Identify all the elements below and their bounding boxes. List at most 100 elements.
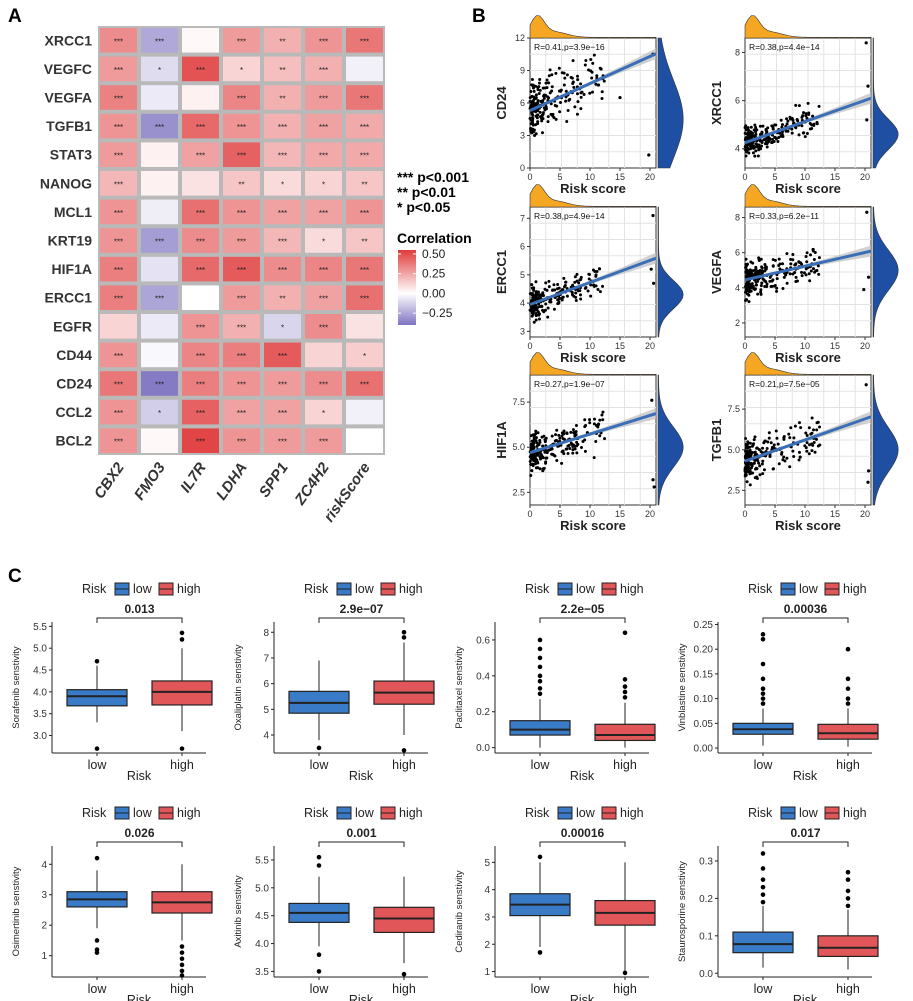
significance-bracket xyxy=(318,617,405,623)
heatmap-cell xyxy=(305,285,342,310)
heatmap-cell xyxy=(141,256,178,282)
scatter-point xyxy=(865,118,869,122)
heatmap-cell-stars: *** xyxy=(319,323,328,332)
scatter-point xyxy=(755,272,759,276)
legend-label-high: high xyxy=(620,582,644,596)
scatter-point xyxy=(534,314,538,318)
y-tick-label: 2 xyxy=(41,921,47,932)
scatter-point xyxy=(574,298,578,302)
scatter-point xyxy=(864,383,868,387)
heatmap-cell-stars: *** xyxy=(114,438,123,447)
scatter-point xyxy=(804,114,808,118)
heatmap-cell xyxy=(346,371,383,396)
heatmap-cell-stars: *** xyxy=(196,66,205,75)
scatter-point xyxy=(571,59,575,63)
scatter-point xyxy=(543,440,547,444)
heatmap-cell-stars: *** xyxy=(114,409,123,418)
scatter-point xyxy=(537,313,541,317)
heatmap-cell-stars: *** xyxy=(114,66,123,75)
heatmap-row-label: ERCC1 xyxy=(45,290,93,306)
scatter-point xyxy=(754,142,758,146)
scatter-point xyxy=(572,85,576,89)
scatter-point xyxy=(777,257,781,261)
heatmap-cell-stars: *** xyxy=(278,238,287,247)
y-tick-label: 0.4 xyxy=(476,671,490,682)
legend-label-low: low xyxy=(133,806,153,820)
scatter-point xyxy=(747,272,751,276)
heatmap-cell-stars: *** xyxy=(278,209,287,218)
scatter-point xyxy=(807,113,811,117)
y-tick-label: 1 xyxy=(484,967,490,978)
scatter-point xyxy=(571,80,575,84)
x-axis-label: Risk xyxy=(349,769,374,783)
heatmap-cell xyxy=(100,399,137,425)
scatter-point xyxy=(529,474,533,478)
scatter-point xyxy=(652,281,656,285)
scatter-point xyxy=(867,469,871,473)
x-tick-label: 0 xyxy=(527,341,532,351)
scatter-point xyxy=(780,133,784,137)
scatter-point xyxy=(537,443,541,447)
outlier-point xyxy=(537,950,543,955)
heatmap-cell xyxy=(264,228,301,253)
y-tick-label: 1 xyxy=(41,951,47,962)
scatter-point xyxy=(529,117,533,121)
scatter-point xyxy=(575,451,579,455)
scatter-point xyxy=(815,421,819,425)
y-tick-label: 5 xyxy=(263,705,269,716)
scatter-point xyxy=(785,281,789,285)
scatter-point xyxy=(595,74,599,78)
scatter-point xyxy=(813,251,817,255)
heatmap-cell xyxy=(223,142,260,167)
heatmap-cell-stars: * xyxy=(281,323,284,332)
scatter-point xyxy=(743,126,747,130)
scatter-point xyxy=(534,466,538,470)
heatmap-cell-stars: *** xyxy=(155,381,164,390)
outlier-point xyxy=(622,689,628,695)
scatter-point xyxy=(562,83,566,87)
heatmap-cell xyxy=(100,171,137,196)
heatmap-cell-stars: *** xyxy=(114,238,123,247)
scatter-point xyxy=(603,437,607,441)
outlier-point xyxy=(760,637,766,642)
y-axis-label: Axitinib senstivity xyxy=(233,875,244,948)
scatter-point xyxy=(744,437,748,441)
scatter-point xyxy=(748,483,752,487)
x-axis-label: Risk xyxy=(570,993,595,1001)
scatter-point xyxy=(810,416,814,420)
colorbar xyxy=(398,250,416,325)
scatter-point xyxy=(547,279,551,283)
outlier-point xyxy=(179,637,185,642)
scatter-point xyxy=(552,307,556,311)
scatter-point xyxy=(867,275,871,279)
scatter-point xyxy=(537,92,541,96)
heatmap-cell-stars: *** xyxy=(196,123,205,132)
heatmap-cell xyxy=(141,113,178,139)
scatter-point xyxy=(770,445,774,449)
scatter-point xyxy=(808,122,812,126)
outlier-point xyxy=(760,696,766,701)
scatter-point xyxy=(813,450,817,454)
outlier-point xyxy=(760,661,766,667)
heatmap-cell xyxy=(305,113,342,139)
scatter-point xyxy=(546,120,550,124)
colorbar-tick-label: 0.00 xyxy=(422,286,446,300)
outlier-point xyxy=(316,745,322,751)
x-tick-label-low: low xyxy=(88,982,108,996)
scatter-point xyxy=(572,431,576,435)
scatter-point xyxy=(811,114,815,118)
heatmap-cell xyxy=(305,56,342,82)
y-tick-label: 8 xyxy=(263,628,269,639)
y-tick-label: 0.25 xyxy=(694,620,714,631)
heatmap-cell xyxy=(182,285,219,310)
top-density xyxy=(529,352,657,376)
scatter-point xyxy=(565,119,569,123)
scatter-point xyxy=(552,116,556,120)
heatmap-cell xyxy=(223,285,260,310)
outlier-point xyxy=(845,896,851,901)
scatter-point xyxy=(782,437,786,441)
x-axis-label: Risk xyxy=(570,769,595,783)
outlier-point xyxy=(845,877,851,882)
scatter-point xyxy=(747,300,751,304)
